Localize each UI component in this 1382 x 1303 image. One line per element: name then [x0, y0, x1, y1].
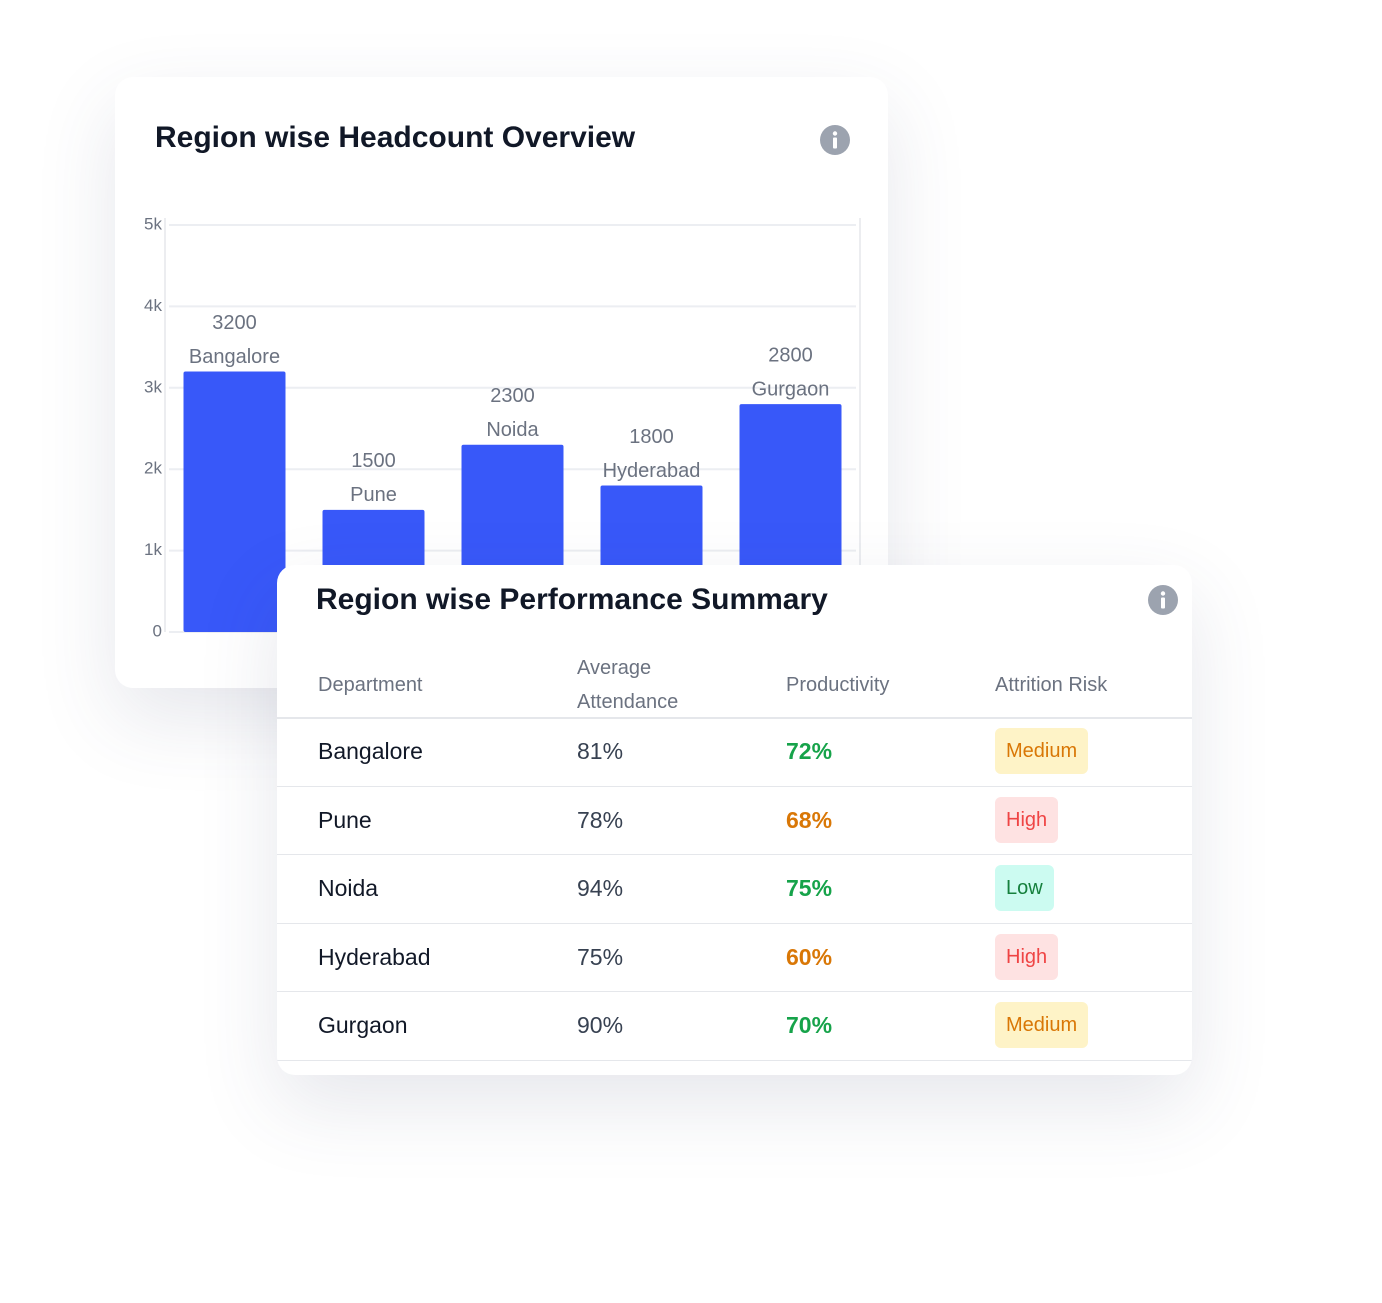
risk-badge: High: [995, 796, 1059, 843]
category-label: Hyderabad: [603, 460, 701, 482]
column-header: Average Attendance: [577, 657, 679, 713]
category-label: Pune: [350, 484, 397, 506]
department-cell: Pune: [318, 806, 372, 833]
value-label: 2300: [490, 385, 535, 407]
column-header: Department: [318, 674, 423, 696]
productivity-cell: 72%: [786, 738, 833, 765]
category-label: Bangalore: [189, 346, 280, 368]
attendance-cell: 94%: [577, 875, 624, 902]
row-rule: [277, 1059, 1192, 1061]
y-tick-label: 0: [153, 621, 162, 640]
info-icon[interactable]: [820, 125, 850, 155]
y-tick-label: 1k: [144, 540, 162, 559]
chart-title: Region wise Headcount Overview: [155, 121, 636, 154]
info-icon[interactable]: [1148, 585, 1178, 615]
column-header: Productivity: [786, 674, 890, 696]
risk-badge: Low: [995, 865, 1054, 912]
y-tick-label: 2k: [144, 459, 162, 478]
attendance-cell: 78%: [577, 806, 624, 833]
attendance-cell: 75%: [577, 943, 624, 970]
y-tick-label: 4k: [144, 296, 162, 315]
table-card: Region wise Performance Summary Departme…: [277, 565, 1192, 1075]
value-label: 1800: [629, 426, 674, 448]
risk-badge: High: [995, 933, 1059, 980]
column-header: Attrition Risk: [995, 674, 1108, 696]
y-tick-label: 3k: [144, 377, 162, 396]
bar: [183, 371, 286, 632]
department-cell: Gurgaon: [318, 1012, 408, 1039]
productivity-cell: 68%: [786, 806, 833, 833]
department-cell: Noida: [318, 875, 379, 902]
value-label: 2800: [768, 344, 813, 366]
category-label: Noida: [486, 419, 539, 441]
attendance-cell: 81%: [577, 738, 624, 765]
row-rule: [277, 922, 1192, 924]
value-label: 1500: [351, 450, 396, 472]
risk-badge: Medium: [995, 728, 1089, 775]
risk-badge: Medium: [995, 1002, 1089, 1049]
productivity-cell: 60%: [786, 943, 833, 970]
header-rule: [277, 717, 1192, 719]
table-title: Region wise Performance Summary: [316, 583, 828, 616]
category-label: Gurgaon: [752, 378, 830, 400]
row-rule: [277, 854, 1192, 855]
department-cell: Hyderabad: [318, 943, 431, 970]
value-label: 3200: [212, 312, 257, 334]
attendance-cell: 90%: [577, 1012, 624, 1039]
productivity-cell: 70%: [786, 1012, 833, 1039]
row-rule: [277, 785, 1192, 787]
row-rule: [277, 991, 1192, 992]
productivity-cell: 75%: [786, 875, 833, 902]
department-cell: Bangalore: [318, 738, 423, 765]
y-tick-label: 5k: [144, 214, 162, 233]
